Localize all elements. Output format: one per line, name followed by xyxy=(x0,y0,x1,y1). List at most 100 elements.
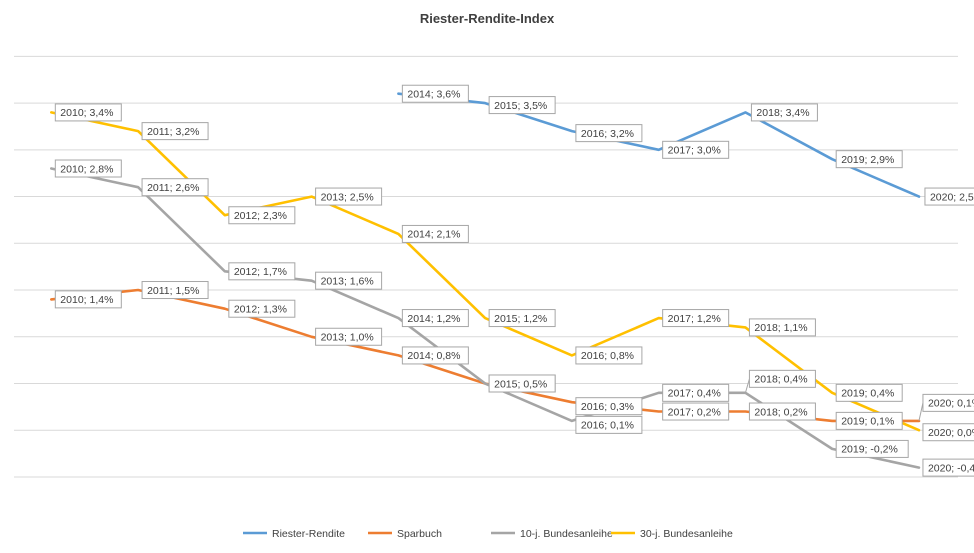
data-label-text: 2012; 1,7% xyxy=(234,266,287,278)
data-label: 2018; 3,4% xyxy=(750,103,818,122)
data-label-text: 2017; 0,2% xyxy=(668,406,721,418)
data-label-text: 2018; 0,4% xyxy=(754,374,807,386)
data-label-box xyxy=(141,122,209,141)
data-label: 2012; 1,7% xyxy=(228,262,296,281)
data-label-box xyxy=(315,271,383,290)
data-label: 2016; 0,3% xyxy=(575,397,643,416)
data-label-text: 2013; 2,5% xyxy=(321,191,374,203)
data-label-text: 2014; 3,6% xyxy=(407,89,460,101)
data-label-text: 2019; 2,9% xyxy=(841,154,894,166)
data-label-text: 2012; 2,3% xyxy=(234,210,287,222)
data-label-text: 2016; 0,3% xyxy=(581,401,634,413)
data-label-box xyxy=(54,159,122,178)
label-leader-lines xyxy=(744,378,924,421)
data-label-text: 2020; 0,0% xyxy=(928,427,974,439)
data-label-text: 2017; 0,4% xyxy=(668,388,721,400)
data-label-text: 2017; 1,2% xyxy=(668,313,721,325)
data-label-text: 2013; 1,0% xyxy=(321,332,374,344)
data-label-text: 2015; 0,5% xyxy=(494,378,547,390)
data-label-box xyxy=(141,281,209,300)
data-label: 2019; 2,9% xyxy=(835,150,903,169)
data-label-text: 2013; 1,6% xyxy=(321,275,374,287)
legend-label: 10-j. Bundesanleihe xyxy=(520,528,613,540)
data-label-box xyxy=(488,309,556,328)
data-label: 2020; -0,4% xyxy=(922,458,974,477)
data-label-text: 2011; 1,5% xyxy=(147,285,199,297)
data-label-box xyxy=(922,393,974,412)
data-label-box xyxy=(401,224,469,243)
legend-entry: Sparbuch xyxy=(368,528,442,540)
data-label-box xyxy=(748,318,816,337)
data-label-box xyxy=(835,383,903,402)
data-label-box xyxy=(141,178,209,197)
data-label-box xyxy=(835,439,909,458)
data-label: 2010; 2,8% xyxy=(54,159,122,178)
data-label-text: 2019; -0,2% xyxy=(841,444,898,456)
data-label-box xyxy=(662,140,730,159)
data-label-box xyxy=(575,346,643,365)
data-label-text: 2010; 1,4% xyxy=(60,294,113,306)
data-label-box xyxy=(835,411,903,430)
data-label: 2015; 3,5% xyxy=(488,96,556,115)
data-label-box xyxy=(835,150,903,169)
data-label-box xyxy=(575,397,643,416)
data-label: 2020; 0,0% xyxy=(922,423,974,442)
data-label-box xyxy=(228,206,296,225)
data-label-text: 2011; 2,6% xyxy=(147,182,199,194)
data-label-box xyxy=(748,369,816,388)
legend-entry: 10-j. Bundesanleihe xyxy=(491,528,613,540)
data-label: 2012; 2,3% xyxy=(228,206,296,225)
data-label: 2016; 3,2% xyxy=(575,124,643,143)
data-label-text: 2014; 0,8% xyxy=(407,350,460,362)
label-leader xyxy=(744,378,750,393)
data-label: 2019; 0,4% xyxy=(835,383,903,402)
data-label-text: 2014; 1,2% xyxy=(407,313,460,325)
data-label: 2018; 1,1% xyxy=(748,318,816,337)
data-label-text: 2020; -0,4% xyxy=(928,462,974,474)
data-label-box xyxy=(922,423,974,442)
data-label-text: 2019; 0,1% xyxy=(841,416,894,428)
data-label-box xyxy=(228,299,296,318)
data-label: 2014; 2,1% xyxy=(401,224,469,243)
data-label-box xyxy=(662,309,730,328)
data-label-box xyxy=(662,402,730,421)
data-label-box xyxy=(54,290,122,309)
data-label-box xyxy=(401,84,469,103)
data-labels: 2014; 3,6% 2015; 3,5% 2016; 3,2% 2017; 3,0%… xyxy=(54,84,974,477)
legend-label: Sparbuch xyxy=(397,528,442,540)
data-label: 2016; 0,8% xyxy=(575,346,643,365)
data-label-text: 2016; 0,1% xyxy=(581,420,634,432)
data-label-text: 2010; 2,8% xyxy=(60,163,113,175)
data-label-text: 2011; 3,2% xyxy=(147,126,199,138)
data-label-box xyxy=(315,187,383,206)
data-label: 2017; 1,2% xyxy=(662,309,730,328)
series-line-2 xyxy=(49,288,921,423)
data-label-text: 2016; 3,2% xyxy=(581,128,634,140)
data-label: 2017; 3,0% xyxy=(662,140,730,159)
data-label: 2017; 0,4% xyxy=(662,383,730,402)
series-line-1 xyxy=(397,92,921,198)
data-label-box xyxy=(575,124,643,143)
data-label: 2014; 1,2% xyxy=(401,309,469,328)
data-label-text: 2017; 3,0% xyxy=(668,145,721,157)
data-label: 2011; 3,2% xyxy=(141,122,209,141)
data-label-text: 2015; 1,2% xyxy=(494,313,547,325)
legend: Riester-Rendite Sparbuch 10-j. Bundesanlei… xyxy=(243,528,733,540)
data-label: 2020; 2,5% xyxy=(924,187,974,206)
data-label: 2019; 0,1% xyxy=(835,411,903,430)
data-label: 2011; 1,5% xyxy=(141,281,209,300)
data-label-text: 2010; 3,4% xyxy=(60,107,113,119)
data-label-box xyxy=(488,374,556,393)
data-label: 2017; 0,2% xyxy=(662,402,730,421)
data-label-text: 2020; 2,5% xyxy=(930,191,974,203)
legend-label: 30-j. Bundesanleihe xyxy=(640,528,733,540)
data-label: 2011; 2,6% xyxy=(141,178,209,197)
data-label: 2018; 0,2% xyxy=(748,402,816,421)
data-label-text: 2014; 2,1% xyxy=(407,229,460,241)
legend-label: Riester-Rendite xyxy=(272,528,345,540)
data-label: 2014; 3,6% xyxy=(401,84,469,103)
data-label-box xyxy=(575,415,643,434)
legend-entry: Riester-Rendite xyxy=(243,528,345,540)
